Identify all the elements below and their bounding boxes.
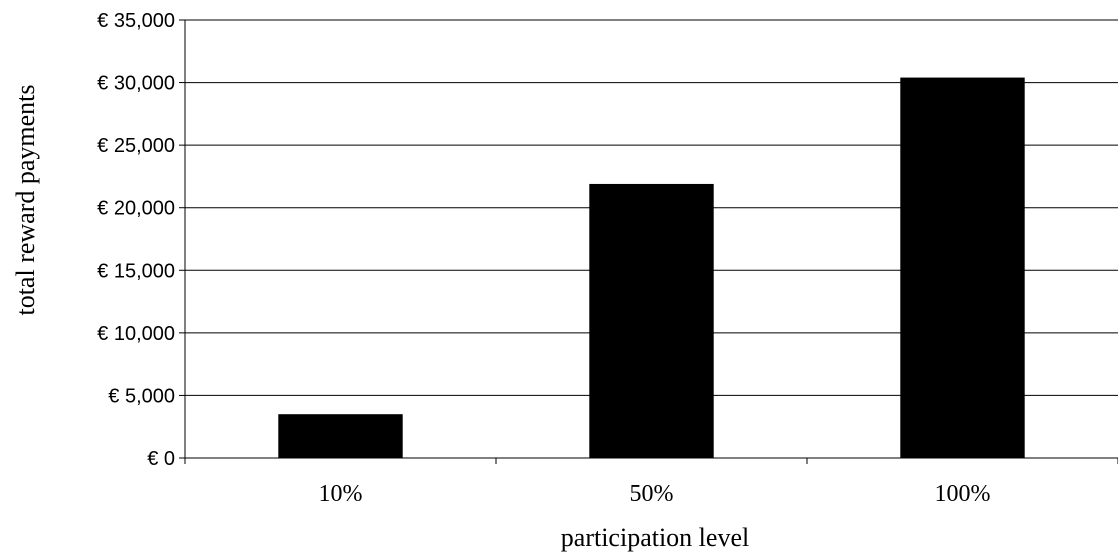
y-tick-labels: € 0 € 5,000 € 10,000 € 15,000 € 20,000 € 25,0… <box>97 10 185 470</box>
y-tick-label: € 15,000 <box>97 260 175 282</box>
y-tick-label: € 0 <box>147 448 175 470</box>
y-axis-title: total reward payments <box>11 84 40 315</box>
y-tick-label: € 5,000 <box>108 385 175 407</box>
y-tick-label: € 10,000 <box>97 323 175 345</box>
bar <box>589 183 714 459</box>
bar <box>278 414 403 458</box>
y-tick-label: € 35,000 <box>97 10 175 32</box>
axes <box>184 20 1118 459</box>
x-tick-labels: 10% 50% 100% <box>319 481 991 507</box>
x-tick-label: 100% <box>935 481 991 507</box>
x-tick-label: 10% <box>319 481 363 507</box>
bars <box>278 77 1025 459</box>
x-tick-marks <box>184 458 1118 464</box>
y-tick-label: € 20,000 <box>97 198 175 220</box>
y-tick-label: € 30,000 <box>97 73 175 95</box>
bar <box>900 77 1025 459</box>
x-tick-label: 50% <box>630 481 674 507</box>
y-tick-label: € 25,000 <box>97 135 175 157</box>
x-axis-title: participation level <box>561 523 749 552</box>
